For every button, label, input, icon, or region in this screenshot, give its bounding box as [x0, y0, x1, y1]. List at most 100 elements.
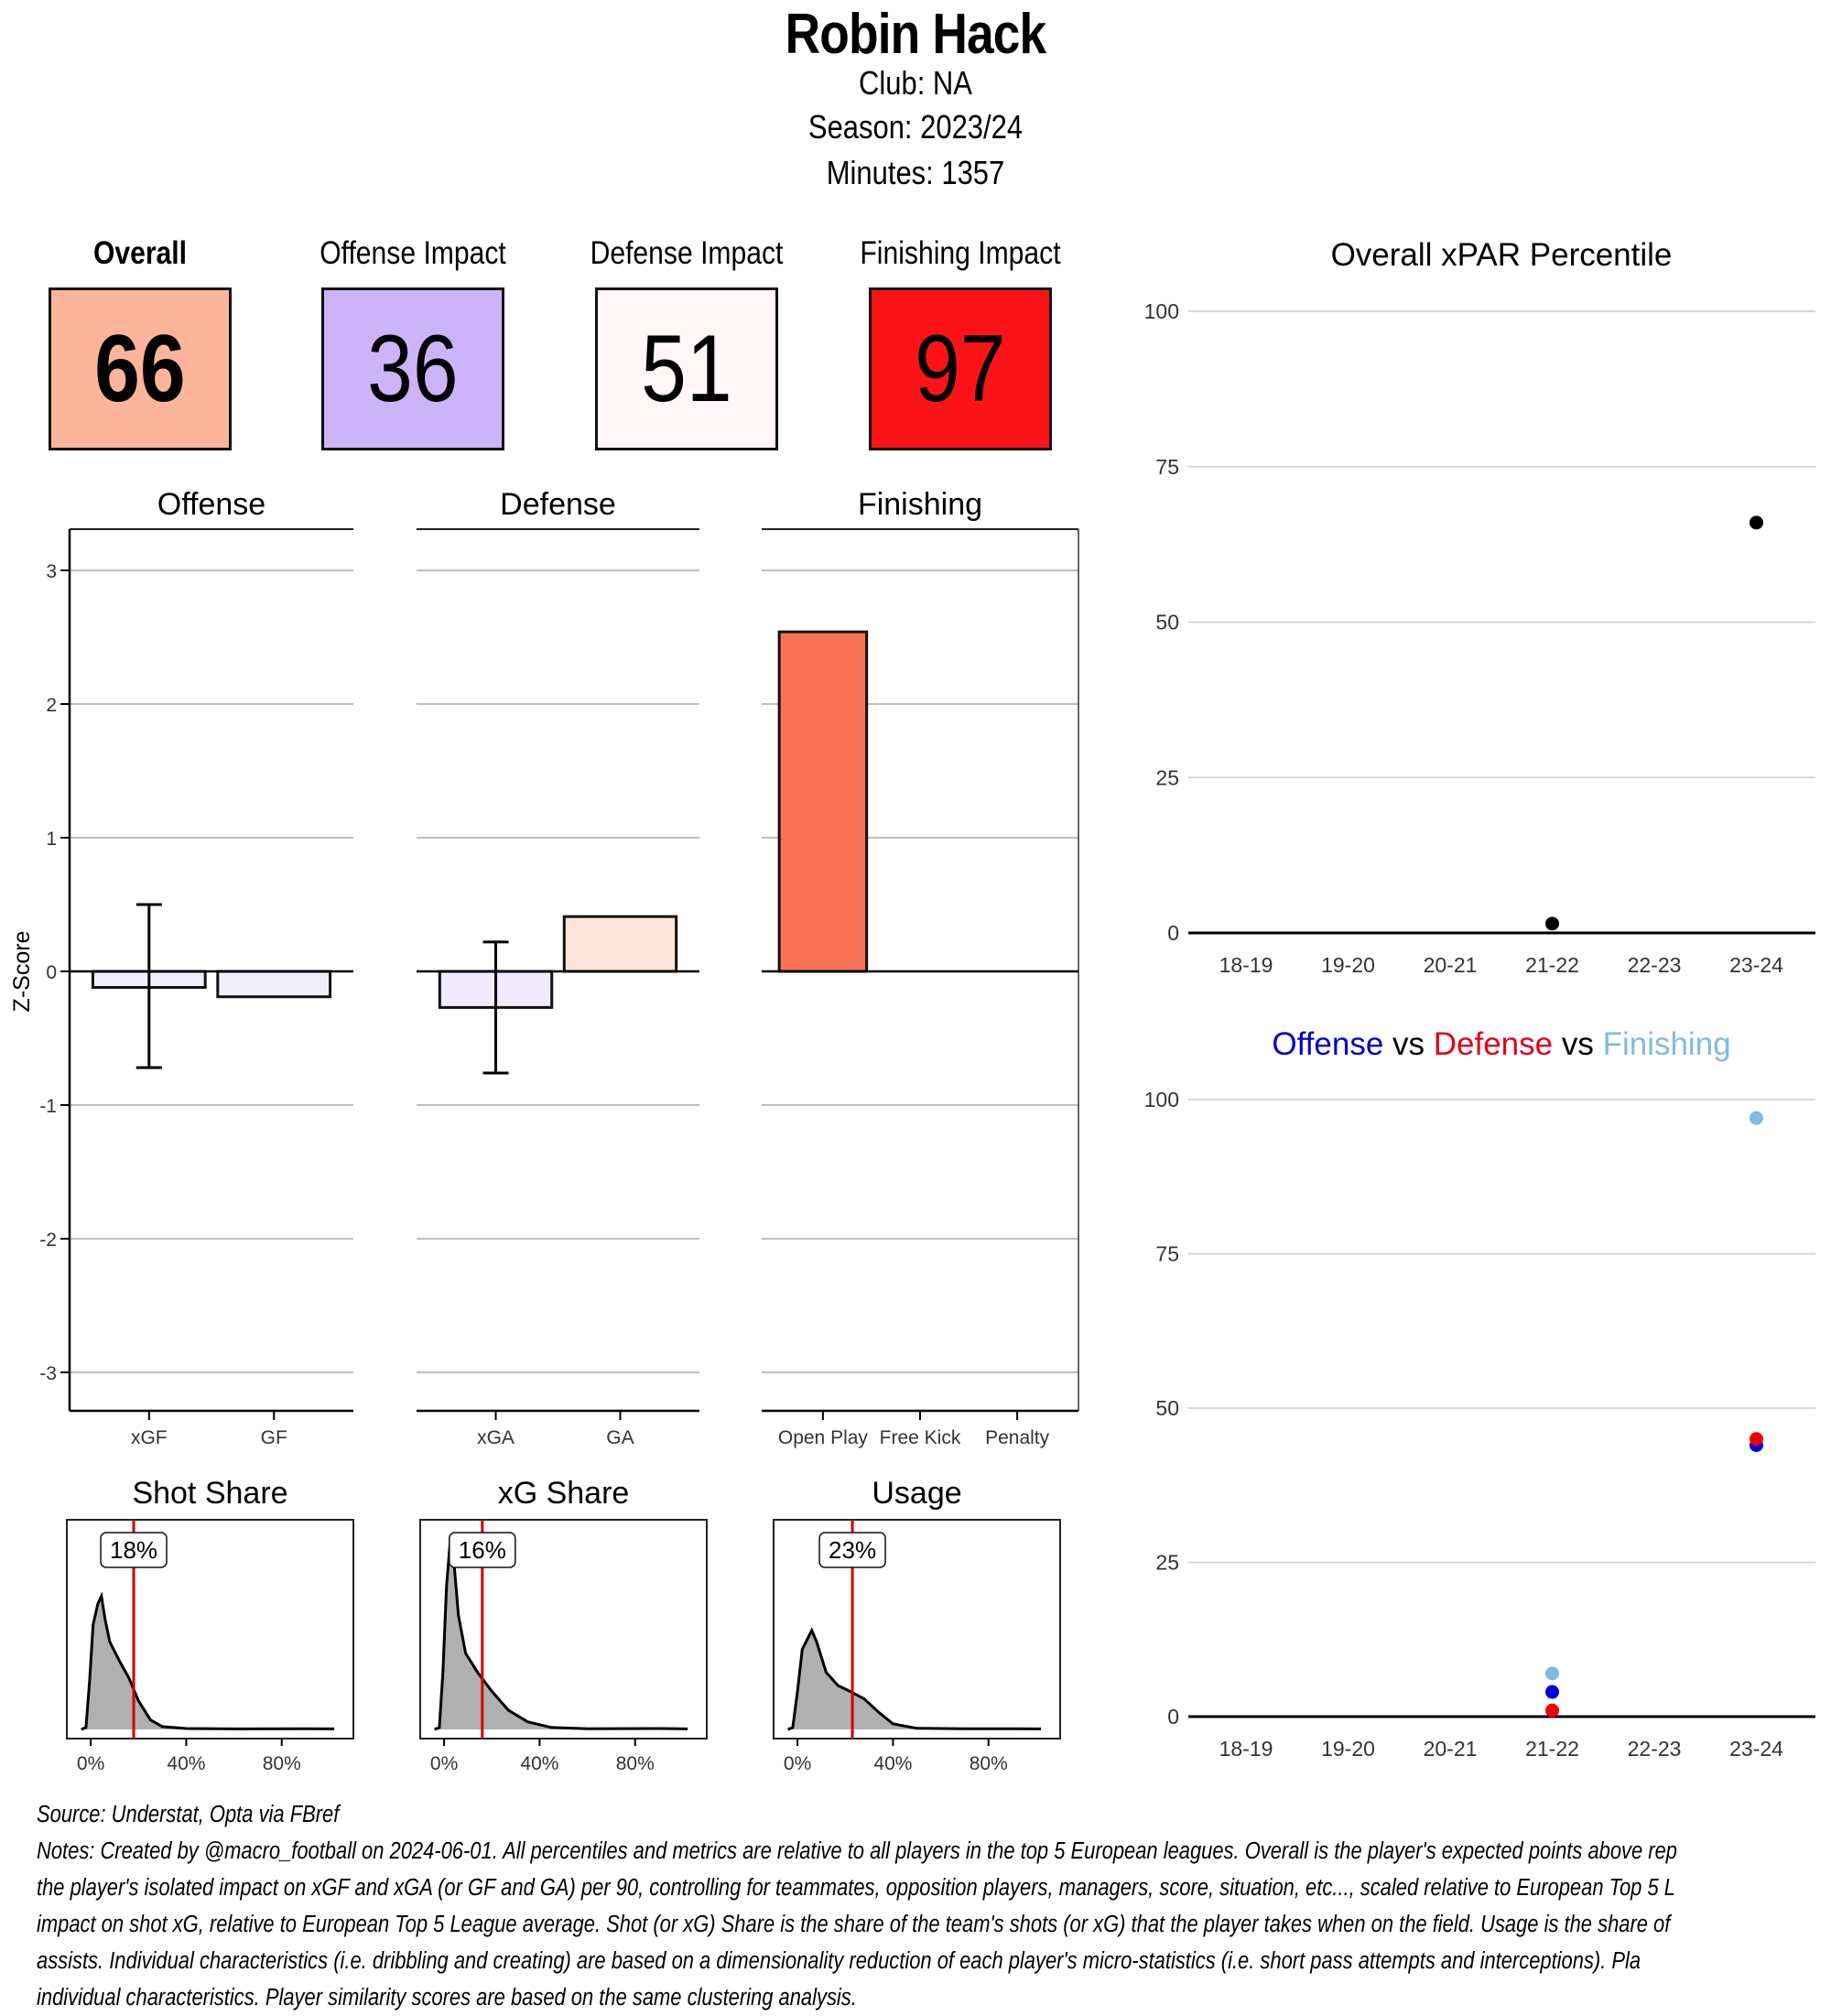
y-axis-label: Z-Score — [9, 931, 35, 1013]
impact-score-box: 97 — [869, 287, 1052, 450]
legend-title: Offense vs Defense vs Finishing — [1272, 1026, 1730, 1062]
impact-label: Defense Impact — [590, 235, 784, 271]
density-title: xG Share — [498, 1476, 630, 1511]
x-tick-label: 40% — [167, 1753, 205, 1774]
impact-score-value: 97 — [915, 315, 1006, 422]
zscore-bar-chart: Z-Score 3 2 1 0 -1 -2 -3 Offense xGF GF Defense xGA G… — [9, 487, 1079, 1448]
x-tick-label: 23-24 — [1729, 953, 1783, 977]
x-tick-label: 0% — [430, 1753, 458, 1774]
value-label-box — [449, 1532, 516, 1568]
impact-label: Finishing Impact — [860, 235, 1061, 271]
scatter-title: Overall xPAR Percentile — [1331, 237, 1673, 273]
density-area — [434, 1543, 688, 1729]
x-tick-label: Free Kick — [880, 1427, 961, 1448]
impact-score-value: 36 — [367, 315, 459, 422]
impact-score-box: 66 — [49, 287, 232, 450]
bar-open-play — [777, 630, 869, 973]
x-tick-label: 20-21 — [1424, 1737, 1478, 1761]
x-tick-label: 80% — [970, 1753, 1008, 1774]
x-tick-label: xGF — [131, 1427, 168, 1448]
density-area — [81, 1596, 335, 1729]
x-tick-label: 22-23 — [1628, 1737, 1682, 1761]
value-label: 16% — [459, 1536, 506, 1564]
x-tick-label: 80% — [616, 1753, 655, 1774]
density-curve — [434, 1542, 688, 1731]
y-tick-label: 75 — [1155, 1242, 1179, 1266]
point-defense — [1545, 1703, 1559, 1718]
x-tick-label: 19-20 — [1321, 953, 1375, 977]
impact-score-box: 36 — [321, 287, 504, 450]
season-line: Season: 2023/24 — [807, 108, 1024, 146]
percentile-charts: Overall xPAR Percentile 100 75 50 25 0 18-19 19… — [1144, 237, 1815, 1761]
y-tick-label: -3 — [39, 1363, 57, 1384]
value-label-box — [100, 1532, 168, 1568]
x-tick-label: 20-21 — [1424, 953, 1478, 977]
legend-title-part: Offense — [1272, 1026, 1383, 1062]
legend-title-part: vs — [1383, 1026, 1425, 1062]
y-tick-label: 100 — [1144, 1088, 1179, 1111]
club-line: Club: NA — [859, 64, 972, 102]
y-tick-label: 3 — [46, 561, 57, 582]
x-tick-label: xGA — [477, 1427, 515, 1448]
point-finishing — [1750, 1111, 1763, 1125]
x-tick-label: 0% — [77, 1753, 104, 1774]
y-tick-label: 0 — [1167, 1705, 1179, 1729]
value-label: 23% — [829, 1536, 876, 1564]
point-overall — [1750, 515, 1763, 530]
value-label-box — [818, 1532, 886, 1568]
panel-title: Offense — [157, 487, 265, 522]
y-tick-label: 50 — [1155, 611, 1179, 634]
x-tick-label: Open Play — [778, 1427, 869, 1448]
y-tick-label: 25 — [1155, 765, 1179, 789]
source-text: Source: Understat, Opta via FBref — [37, 1802, 340, 1827]
density-title: Usage — [872, 1476, 961, 1511]
y-tick-label: 1 — [46, 829, 57, 850]
impact-label: Offense Impact — [320, 235, 506, 271]
legend-title-part: vs — [1553, 1026, 1594, 1062]
x-tick-label: 0% — [784, 1753, 811, 1774]
density-title: Shot Share — [132, 1476, 287, 1511]
x-tick-label: 21-22 — [1525, 1737, 1579, 1761]
notes-line: assists. Individual characteristics (i.e… — [37, 1948, 1641, 1974]
legend-title-part: Defense — [1425, 1026, 1553, 1062]
bar-gf — [216, 970, 332, 999]
y-tick-label: 25 — [1155, 1551, 1179, 1575]
x-tick-label: 80% — [263, 1753, 301, 1774]
x-tick-label: GF — [261, 1427, 287, 1448]
point-defense — [1750, 1432, 1763, 1447]
x-tick-label: 21-22 — [1525, 953, 1579, 977]
point-offense — [1545, 1685, 1559, 1699]
x-tick-label: GA — [606, 1427, 634, 1448]
player-name-title: Robin Hack — [785, 3, 1047, 66]
legend-title-part: Finishing — [1594, 1026, 1731, 1062]
notes-line: the player's isolated impact on xGF and … — [37, 1875, 1675, 1901]
density-charts: Shot Share 18% 0% 40% 80% xG Share 16% 0% 40% 80%… — [66, 1476, 1061, 1774]
point-finishing — [1545, 1666, 1559, 1681]
y-tick-label: 0 — [1167, 921, 1179, 945]
bar-ga — [562, 915, 678, 973]
notes-line: impact on shot xG, relative to European … — [37, 1912, 1671, 1937]
y-tick-label: 75 — [1155, 455, 1179, 479]
point-overall — [1545, 916, 1559, 931]
density-curve — [81, 1591, 335, 1731]
y-tick-label: 100 — [1144, 299, 1179, 323]
x-tick-label: 18-19 — [1219, 1737, 1273, 1761]
x-tick-label: 23-24 — [1729, 1737, 1783, 1761]
x-tick-label: 40% — [873, 1753, 912, 1774]
x-tick-label: 40% — [520, 1753, 558, 1774]
x-tick-label: 22-23 — [1628, 953, 1682, 977]
minutes-line: Minutes: 1357 — [826, 154, 1005, 191]
impact-score-box: 51 — [595, 287, 778, 450]
panel-title: Finishing — [858, 487, 982, 522]
impact-score-value: 66 — [94, 315, 186, 422]
density-curve — [787, 1627, 1042, 1731]
y-tick-label: -1 — [39, 1096, 57, 1117]
impact-label: Overall — [92, 235, 188, 271]
x-tick-label: Penalty — [985, 1427, 1050, 1448]
x-tick-label: 19-20 — [1321, 1737, 1375, 1761]
impact-score-value: 51 — [641, 315, 732, 422]
y-tick-label: 0 — [46, 962, 57, 983]
footer-notes: Source: Understat, Opta via FBref Notes:… — [37, 1796, 1677, 2016]
y-tick-label: 2 — [46, 695, 57, 716]
notes-line: Notes: Created by @macro_football on 202… — [37, 1838, 1677, 1864]
